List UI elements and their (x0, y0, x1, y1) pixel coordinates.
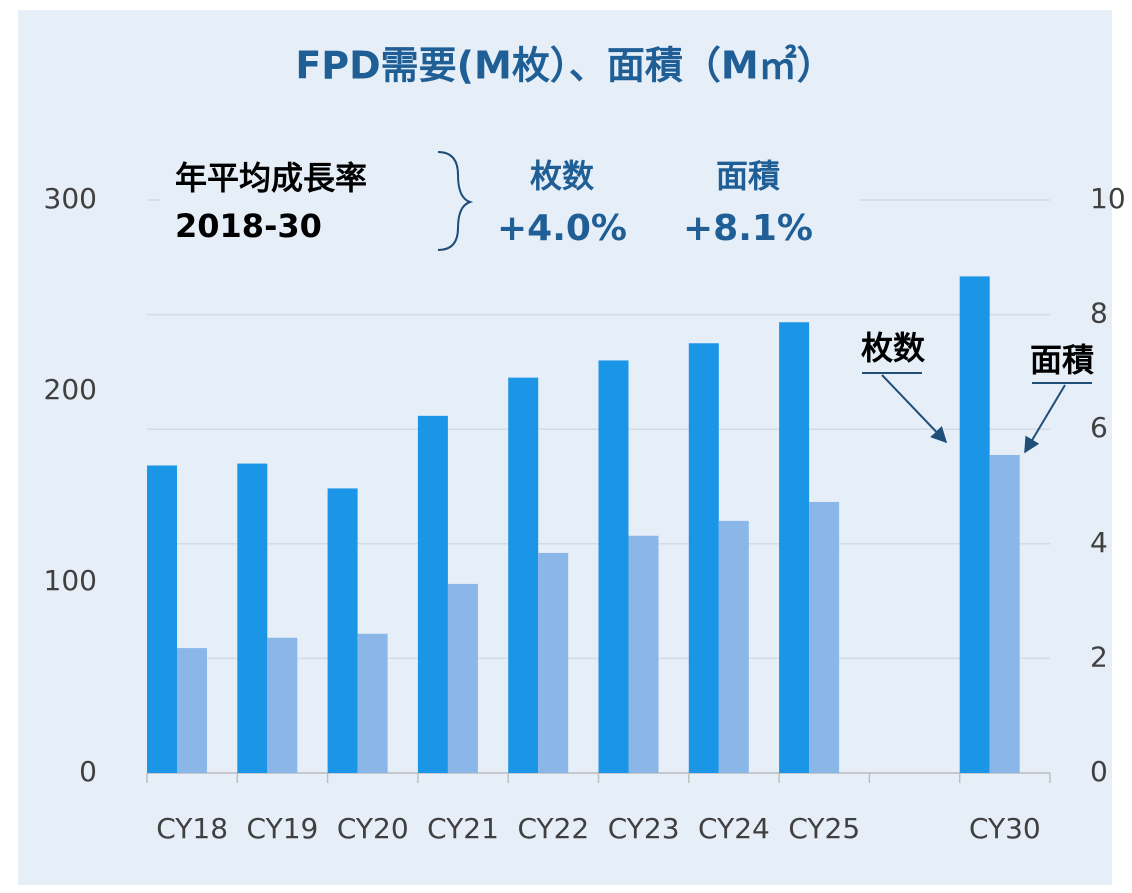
bar (147, 465, 177, 773)
x-tick-label: CY30 (969, 812, 1041, 845)
growth-period: 2018-30 (175, 207, 322, 245)
bar (538, 552, 569, 773)
x-tick-label: CY24 (698, 812, 770, 845)
bar (447, 583, 478, 773)
y2-tick-label: 10 (1090, 182, 1126, 215)
y2-tick-label: 4 (1090, 526, 1108, 559)
bar (809, 501, 840, 773)
growth-label: 年平均成長率 (175, 159, 367, 197)
y2-tick-label: 8 (1090, 297, 1108, 330)
x-tick-label: CY23 (608, 812, 680, 845)
y-tick-label: 200 (44, 373, 97, 406)
x-tick-label: CY22 (517, 812, 589, 845)
annotation-box (160, 145, 860, 260)
brace (437, 151, 474, 251)
x-tick-label: CY18 (156, 812, 228, 845)
bar (417, 415, 448, 773)
x-tick-label: CY25 (788, 812, 860, 845)
x-tick-label: CY20 (337, 812, 409, 845)
growth-name: 枚数 (530, 157, 595, 195)
bar (989, 454, 1020, 773)
arrow (881, 374, 948, 444)
growth-name: 面積 (716, 157, 780, 195)
x-tick-label: CY19 (247, 812, 319, 845)
bar (237, 463, 268, 773)
bar (779, 322, 810, 773)
bar (267, 637, 298, 773)
bar (508, 377, 539, 773)
legend-label: 枚数 (861, 329, 926, 367)
bar (357, 633, 388, 773)
y-tick-label: 100 (44, 564, 97, 597)
bar (327, 488, 358, 773)
bar (959, 276, 990, 773)
growth-value: +4.0% (497, 208, 627, 249)
bar (598, 360, 629, 773)
y2-tick-label: 6 (1090, 411, 1108, 444)
bar (177, 648, 207, 773)
y-tick-label: 300 (44, 182, 97, 215)
y-tick-label: 0 (79, 755, 97, 788)
y2-tick-label: 0 (1090, 755, 1108, 788)
x-tick-label: CY21 (427, 812, 499, 845)
bar (718, 520, 749, 773)
chart-title: FPD需要(M枚）、面積（M㎡） (295, 44, 834, 88)
bar (628, 535, 659, 773)
bar (688, 343, 719, 773)
y2-tick-label: 2 (1090, 640, 1108, 673)
arrow (1024, 384, 1066, 454)
legend-label: 面積 (1030, 341, 1094, 379)
growth-value: +8.1% (683, 208, 813, 249)
